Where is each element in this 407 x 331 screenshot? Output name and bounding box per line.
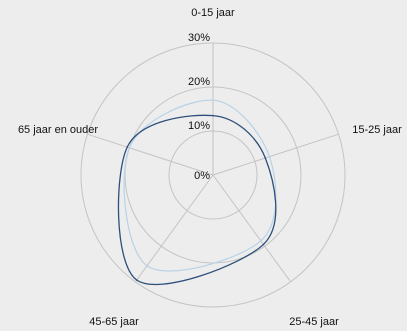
category-label-2: 25-45 jaar bbox=[289, 316, 339, 328]
tick-label-1: 10% bbox=[188, 120, 210, 132]
category-labels: 0-15 jaar 15-25 jaar 25-45 jaar 45-65 jaar 6… bbox=[18, 7, 402, 328]
series-1-point-2 bbox=[260, 240, 262, 242]
series-line-0 bbox=[117, 114, 277, 285]
spoke-3 bbox=[135, 174, 214, 283]
series-1-point-1 bbox=[268, 155, 271, 158]
series-line-1 bbox=[123, 99, 277, 272]
spoke-2 bbox=[212, 174, 291, 283]
category-label-3: 45-65 jaar bbox=[89, 316, 139, 328]
series-1-point-0 bbox=[212, 99, 214, 101]
spoke-4 bbox=[87, 133, 214, 176]
series-0-point-1 bbox=[264, 157, 267, 159]
tick-label-3: 30% bbox=[188, 32, 210, 44]
category-label-4: 65 jaar en ouder bbox=[18, 124, 98, 136]
series-0-point-3 bbox=[135, 279, 138, 281]
series-layer bbox=[117, 99, 277, 285]
series-1-point-3 bbox=[146, 264, 148, 267]
tick-labels: 0% 10% 20% 30% bbox=[188, 32, 210, 182]
series-1-point-4 bbox=[128, 147, 131, 149]
category-label-1: 15-25 jaar bbox=[352, 124, 402, 136]
tick-label-0: 0% bbox=[194, 170, 210, 182]
series-0-point-0 bbox=[212, 114, 214, 117]
series-0-point-4 bbox=[126, 146, 129, 148]
series-0-point-2 bbox=[262, 243, 265, 246]
spoke-1 bbox=[212, 133, 339, 176]
tick-label-2: 20% bbox=[188, 76, 210, 88]
category-label-0: 0-15 jaar bbox=[191, 7, 235, 19]
